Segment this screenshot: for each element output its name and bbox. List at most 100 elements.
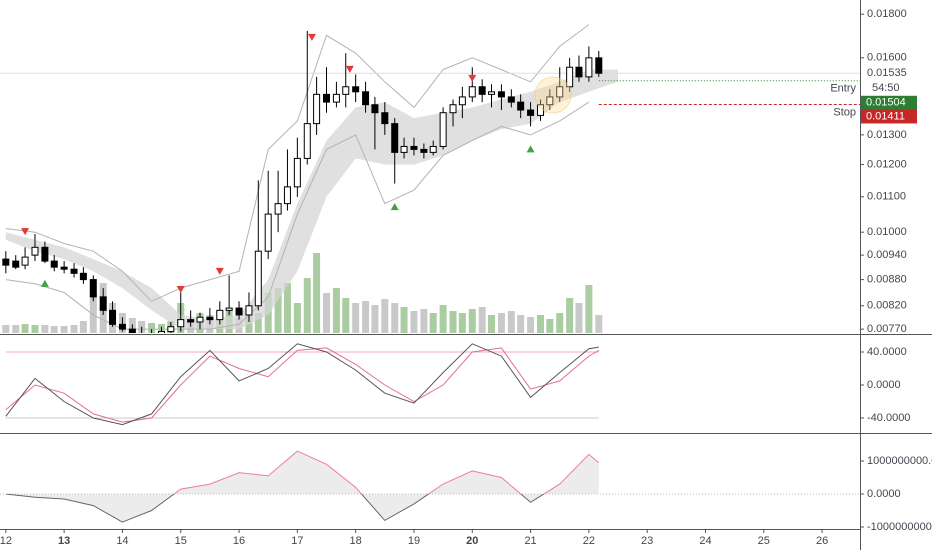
sell-signal [345, 65, 354, 73]
candle-body [225, 307, 233, 311]
stop-box [861, 109, 917, 124]
candle-body [429, 145, 437, 153]
candle-body [575, 66, 583, 78]
y-tick-label: 0.01800 [867, 8, 907, 20]
candle-body [391, 123, 399, 153]
volume-bar [478, 307, 486, 333]
candle-body [167, 326, 175, 333]
candle-body [352, 86, 360, 93]
x-tick-label: 17 [291, 535, 303, 547]
volume-bar [31, 325, 39, 333]
volume-bar [332, 288, 340, 333]
volume-bar [254, 313, 262, 333]
y-tick-label: 0.00820 [867, 300, 907, 312]
oscillator-line [5, 347, 600, 423]
y-tick-label: 0.01600 [867, 52, 907, 64]
buy-signal [390, 203, 399, 211]
candle-body [60, 266, 68, 270]
candle-body [439, 112, 447, 147]
candle-body [332, 93, 340, 103]
candle-body [21, 256, 29, 266]
volume-bar [303, 278, 311, 333]
candle-body [2, 258, 10, 266]
candle-body [274, 203, 282, 215]
price-panel [0, 24, 860, 333]
volume-bar [371, 305, 379, 333]
stop-label: Stop [833, 106, 856, 118]
candle-body [585, 57, 593, 78]
x-tick-label: 26 [816, 535, 828, 547]
volume-bar [362, 301, 370, 333]
volume-bar [585, 285, 593, 333]
candle-body [128, 328, 136, 333]
volume-bar [148, 323, 156, 333]
y-tick-label: 0.0000 [867, 488, 901, 500]
volume-bar [458, 313, 466, 333]
volume-bar [439, 305, 447, 333]
volume-bar [449, 311, 457, 333]
candle-body [158, 331, 166, 333]
y-tick-label: 0.00770 [867, 323, 907, 335]
candle-body [235, 307, 243, 316]
y-tick-label: 0.00880 [867, 274, 907, 286]
volume-bar [410, 311, 418, 333]
candle-body [293, 157, 301, 188]
oscillator-line [5, 343, 599, 426]
last-price-label: 0.01535 [867, 67, 907, 79]
candle-body [89, 279, 97, 298]
volume-flow-panel [0, 450, 860, 523]
buy-signal [526, 145, 535, 153]
volume-bar [517, 315, 525, 333]
candle-body [507, 96, 515, 103]
volume-bar [352, 303, 360, 333]
volume-bar [595, 315, 603, 333]
candle-body [283, 186, 291, 205]
x-tick-label: 18 [350, 535, 362, 547]
volume-bar [342, 298, 350, 333]
x-tick-label: 14 [116, 535, 128, 547]
y-tick-label: 0.01100 [867, 191, 906, 203]
x-tick-label: 24 [699, 535, 711, 547]
stop-value: 0.01411 [866, 110, 905, 122]
candle-body [595, 57, 603, 74]
candle-body [556, 86, 564, 98]
candle-body [216, 309, 224, 321]
volume-bar [2, 325, 10, 333]
sell-signal [307, 33, 316, 41]
volume-bar [293, 303, 301, 333]
x-tick-label: 15 [175, 535, 187, 547]
volume-bar [323, 293, 331, 333]
x-tick-label: 16 [233, 535, 245, 547]
volume-bar [527, 317, 535, 333]
candle-body [12, 260, 20, 268]
x-tick-label: 22 [583, 535, 595, 547]
entry-label: Entry [830, 83, 856, 95]
candle-body [70, 268, 78, 274]
candle-body [546, 96, 554, 106]
candle-body [196, 316, 204, 323]
candle-body [527, 109, 535, 116]
candle-body [109, 309, 117, 325]
candle-body [245, 305, 253, 316]
volume-bar [575, 303, 583, 333]
x-tick-label: 25 [758, 535, 770, 547]
x-tick-label: 20 [466, 535, 478, 547]
candle-body [400, 145, 408, 153]
candle-body [371, 104, 379, 114]
volume-bar [50, 326, 58, 333]
y-tick-label: 0.01000 [867, 226, 907, 238]
sell-signal [21, 228, 30, 236]
candle-body [517, 101, 525, 111]
sell-signal [176, 285, 185, 293]
candle-body [79, 272, 87, 281]
candle-body [303, 123, 311, 159]
area-fill [5, 451, 599, 523]
candle-body [177, 319, 185, 328]
volume-bar [536, 315, 544, 333]
envelope-lower [5, 101, 590, 330]
buy-signal [40, 279, 49, 287]
volume-bar [566, 298, 574, 333]
volume-bar [79, 321, 87, 333]
